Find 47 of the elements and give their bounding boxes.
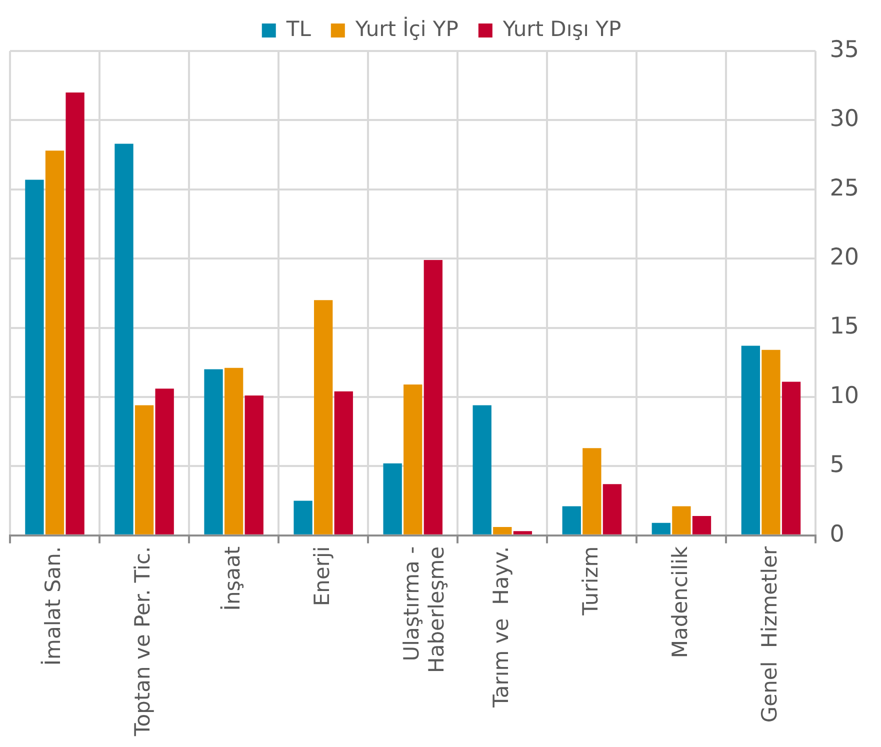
bar [741,346,760,534]
x-tick-label: Ulaştırma - Haberleşme [399,546,449,673]
bar [652,522,670,534]
y-tick-label: 20 [830,244,860,271]
bar [66,92,84,534]
bar [383,463,402,534]
y-tick-label: 15 [830,314,860,340]
bar [134,405,154,534]
bar [692,516,712,534]
bar [672,506,691,534]
x-tick-label: Turizm [578,546,602,616]
y-tick-label: 10 [830,382,860,409]
bar [204,369,223,534]
y-tick-label: 30 [830,106,860,132]
bar [244,396,264,534]
bar [513,531,532,534]
bar [224,368,244,534]
x-tick-label: Enerji [310,546,334,606]
bar [314,300,333,534]
bar [25,180,44,534]
bar [334,391,353,534]
bar [404,384,422,534]
bar [114,144,134,534]
legend-label: Yurt İçi YP [354,16,458,41]
bar [155,388,174,534]
x-tick-label: Madencilik [668,545,692,658]
x-tick-label: Tarım ve Hayv. [488,546,513,708]
bar [493,527,512,534]
y-tick-label: 5 [830,452,844,478]
y-tick-label: 0 [830,521,844,548]
y-tick-label: 35 [830,36,860,63]
bar [562,506,581,534]
bar [424,260,442,534]
x-tick-label: Genel Hizmetler [757,546,782,723]
x-tick-label: İnşaat [219,546,244,611]
legend-label: TL [285,16,312,41]
bar [294,500,312,534]
x-tick-label: Toptan ve Per. Tic. [130,546,155,738]
bar [602,484,622,534]
x-tick-label: İmalat San. [40,546,66,666]
legend-label: Yurt Dışı YP [502,16,622,41]
bar [472,405,492,534]
bar [582,448,602,534]
bar [782,382,801,534]
bar [762,350,780,534]
bar [45,150,64,534]
y-tick-label: 25 [830,175,860,202]
